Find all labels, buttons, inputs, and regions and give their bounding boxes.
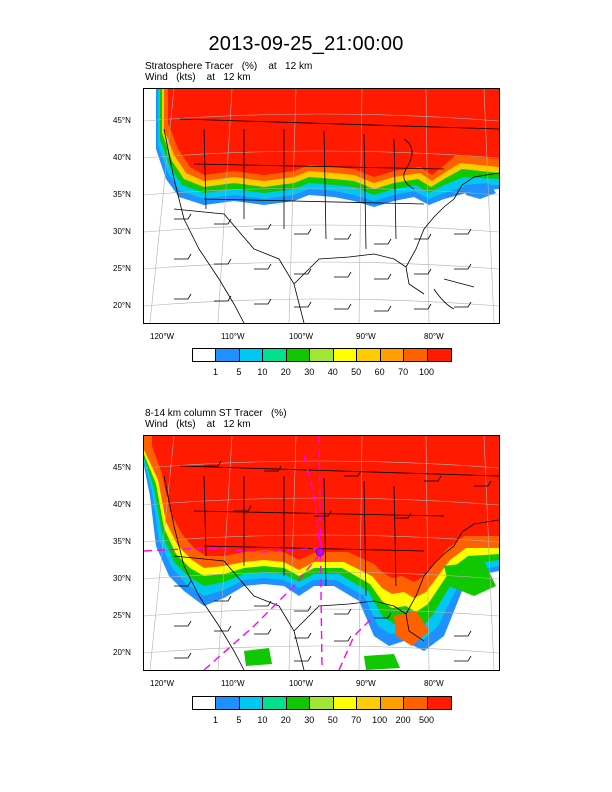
panel2-colorbar-swatch (333, 697, 358, 709)
panel1-subtitle-line1: Stratosphere Tracer (%) at 12 km (145, 61, 313, 72)
panel2-colorbar-swatch (193, 697, 217, 709)
panel2-tracer-patch-b (444, 561, 496, 596)
panel1-subtitle-line2: Wind (kts) at 12 km (145, 72, 251, 83)
panel2-magenta-marker (315, 547, 325, 557)
panel2-lon-label: 100°W (289, 679, 314, 688)
panel1-wind-barbs (174, 213, 472, 312)
panel1-lon-label: 80°W (424, 332, 444, 341)
panel1-lat-label: 20°N (113, 301, 131, 310)
panel1-colorbar-label: 100 (419, 367, 435, 377)
panel1-colorbar-swatch (310, 349, 334, 361)
panel1-lon-label: 90°W (356, 332, 376, 341)
panel2-colorbar-swatch (286, 697, 311, 709)
panel1-lon-label: 100°W (289, 332, 314, 341)
panel1-graticule (144, 89, 499, 323)
panel2-colorbar-label: 200 (395, 715, 411, 725)
panel2-lon-label: 110°W (221, 679, 245, 688)
panel2-colorbar-label: 70 (351, 715, 362, 725)
panel1-colorbar-swatch (333, 349, 358, 361)
panel2-tracer-patch-d (244, 648, 272, 666)
panel2-borders (163, 465, 499, 670)
panel1-colorbar-swatch (286, 349, 311, 361)
panel2-lat-label: 35°N (113, 537, 131, 546)
panel1-lon-label: 110°W (221, 332, 245, 341)
panel1-colorbar-label: 1 (212, 367, 218, 377)
panel2-colorbar-swatch (357, 697, 381, 709)
panel1-colorbar-swatch (239, 349, 264, 361)
panel1-lat-label: 45°N (113, 116, 131, 125)
panel1-colorbar-swatch (263, 349, 287, 361)
panel1-colorbar-labels: 1 5 10 20 30 40 50 60 70 100 (192, 367, 452, 379)
panel2-colorbar-label: 100 (372, 715, 388, 725)
panel1-colorbar-swatch (380, 349, 405, 361)
panel2-colorbar-label: 50 (327, 715, 338, 725)
panel1-colorbar-label: 10 (257, 367, 268, 377)
panel1-colorbar (192, 348, 452, 362)
panel2-colorbar-label: 5 (236, 715, 242, 725)
panel2-tracer-patch-a (394, 611, 429, 646)
panel1-colorbar-swatch (357, 349, 381, 361)
panel2-lat-label: 40°N (113, 500, 131, 509)
panel1-map (143, 88, 500, 324)
panel2-colorbar-swatch (427, 697, 451, 709)
panel2-lat-label: 45°N (113, 463, 131, 472)
panel1-lat-label: 25°N (113, 264, 131, 273)
panel2-colorbar (192, 696, 452, 710)
panel1-lat-label: 35°N (113, 190, 131, 199)
panel1-colorbar-swatch (427, 349, 451, 361)
panel1-tracer-red-core (168, 89, 499, 177)
panel1-colorbar-swatch (193, 349, 217, 361)
panel2-colorbar-label: 500 (419, 715, 435, 725)
panel1-colorbar-label: 20 (280, 367, 291, 377)
panel2-colorbar-label: 10 (257, 715, 268, 725)
panel2-colorbar-label: 1 (212, 715, 218, 725)
panel2-lat-label: 30°N (113, 574, 131, 583)
panel2-colorbar-label: 20 (280, 715, 291, 725)
panel1-lon-label: 120°W (150, 332, 175, 341)
panel2-lat-label: 20°N (113, 648, 131, 657)
panel2-tracer-red-core (152, 436, 499, 582)
panel2-lat-label: 25°N (113, 611, 131, 620)
panel1-colorbar-label: 30 (304, 367, 315, 377)
panel1-colorbar-label: 70 (398, 367, 409, 377)
panel2-subtitle-line1: 8-14 km column ST Tracer (%) (145, 408, 287, 419)
panel2-lon-label: 90°W (356, 679, 376, 688)
panel2-colorbar-swatch (216, 697, 240, 709)
page-title: 2013-09-25_21:00:00 (208, 33, 404, 55)
panel1-colorbar-label: 5 (236, 367, 242, 377)
panel2-tracer-patch-c (364, 654, 400, 670)
panel2-map (143, 435, 500, 671)
panel1-tracer-white-corner (144, 89, 156, 109)
panel1-lat-label: 30°N (113, 227, 131, 236)
panel1-colorbar-label: 40 (327, 367, 338, 377)
panel2-colorbar-label: 30 (304, 715, 315, 725)
panel2-colorbar-swatch (380, 697, 405, 709)
panel1-lat-label: 40°N (113, 153, 131, 162)
panel2-colorbar-labels: 1 5 10 20 30 50 70 100 200 500 (192, 715, 452, 727)
panel2-colorbar-swatch (404, 697, 428, 709)
panel2-subtitle-line2: Wind (kts) at 12 km (145, 419, 251, 430)
panel2-wind-barbs (174, 460, 492, 662)
panel2-lon-label: 80°W (424, 679, 444, 688)
panel2-lon-label: 120°W (150, 679, 175, 688)
panel1-colorbar-swatch (404, 349, 428, 361)
panel1-colorbar-label: 60 (374, 367, 385, 377)
panel1-borders (163, 118, 499, 323)
panel1-colorbar-swatch (216, 349, 240, 361)
panel1-colorbar-label: 50 (351, 367, 362, 377)
panel2-colorbar-swatch (263, 697, 287, 709)
panel2-colorbar-swatch (310, 697, 334, 709)
panel2-colorbar-swatch (239, 697, 264, 709)
